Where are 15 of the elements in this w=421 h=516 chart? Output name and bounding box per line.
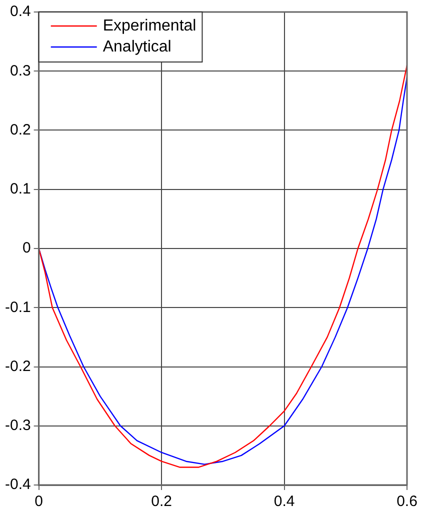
y-tick-label: -0.1 xyxy=(4,298,31,316)
x-tick-label: 0.2 xyxy=(151,493,172,510)
x-tick-label: 0 xyxy=(34,493,44,510)
x-tick-label: 0.6 xyxy=(396,493,418,510)
x-tick-label: 0.4 xyxy=(274,493,295,510)
legend-label: Analytical xyxy=(102,38,172,56)
y-tick-label: 0 xyxy=(22,240,31,257)
y-tick-label: 0.1 xyxy=(10,180,31,198)
y-tick-label: 0.3 xyxy=(10,62,31,80)
y-tick-label: -0.2 xyxy=(4,358,31,375)
y-tick-label: -0.3 xyxy=(4,417,31,434)
y-tick-label: 0.4 xyxy=(10,3,31,20)
y-tick-label: -0.4 xyxy=(4,476,31,494)
y-tick-label: 0.2 xyxy=(10,121,31,138)
legend-label: Experimental xyxy=(102,17,196,34)
